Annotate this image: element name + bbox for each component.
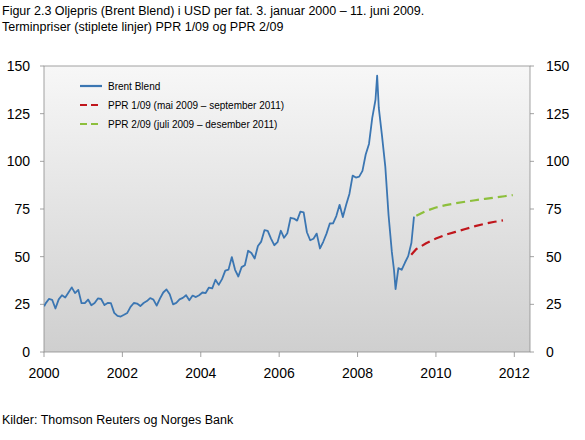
x-tick-label: 2008 [342, 365, 373, 381]
y-tick [40, 66, 44, 67]
y2-tick-label: 100 [546, 153, 570, 169]
y-tick-label: 75 [14, 201, 30, 217]
title: Figur 2.3 Oljepris (Brent Blend) i USD p… [2, 4, 424, 18]
x-tick-label: 2010 [420, 365, 451, 381]
series-line [411, 220, 503, 254]
plot-background [44, 66, 530, 352]
y-tick [40, 352, 44, 353]
x-tick [514, 352, 515, 357]
y2-tick [530, 66, 534, 67]
x-tick-label: 2000 [28, 365, 59, 381]
x-tick [435, 352, 436, 357]
y-tick-label: 100 [7, 153, 31, 169]
x-tick-label: 2012 [499, 365, 530, 381]
y-tick-label: 0 [22, 344, 30, 360]
y2-tick [530, 113, 534, 114]
x-tick [279, 352, 280, 357]
series-line [44, 76, 414, 317]
legend-label: Brent Blend [108, 81, 160, 92]
y-tick [40, 304, 44, 305]
y2-tick [530, 161, 534, 162]
subtitle: Terminpriser (stiplete linjer) PPR 1/09 … [2, 20, 283, 34]
y2-tick-label: 0 [546, 344, 554, 360]
legend-label: PPR 2/09 (juli 2009 – desember 2011) [108, 119, 277, 130]
legend-swatch [80, 123, 102, 125]
y-tick-label: 50 [14, 249, 30, 265]
y2-tick [530, 256, 534, 257]
plot-lines [44, 76, 513, 317]
y2-tick [530, 304, 534, 305]
x-tick [44, 352, 45, 357]
y-tick-label: 150 [7, 58, 31, 74]
y-tick [40, 209, 44, 210]
plot-frame [44, 66, 530, 352]
y2-tick-label: 50 [546, 249, 562, 265]
y-tick [40, 256, 44, 257]
y-tick-label: 125 [7, 106, 31, 122]
y2-tick-label: 75 [546, 201, 562, 217]
y2-tick-label: 125 [546, 106, 570, 122]
y2-tick-label: 25 [546, 296, 562, 312]
x-tick-label: 2004 [185, 365, 216, 381]
legend-swatch [80, 104, 102, 106]
x-tick-label: 2006 [264, 365, 295, 381]
y2-tick-label: 150 [546, 58, 570, 74]
x-tick-label: 2002 [107, 365, 138, 381]
x-tick [122, 352, 123, 357]
y-tick [40, 161, 44, 162]
x-tick [200, 352, 201, 357]
y-tick-label: 25 [14, 296, 30, 312]
x-tick [357, 352, 358, 357]
legend-swatch [80, 85, 102, 87]
y2-tick [530, 352, 534, 353]
legend-label: PPR 1/09 (mai 2009 – september 2011) [108, 100, 284, 111]
chart: Figur 2.3 Oljepris (Brent Blend) i USD p… [0, 0, 585, 440]
y-tick [40, 113, 44, 114]
y2-tick [530, 209, 534, 210]
series-line [416, 195, 512, 216]
source: Kilder: Thomson Reuters og Norges Bank [2, 413, 234, 427]
